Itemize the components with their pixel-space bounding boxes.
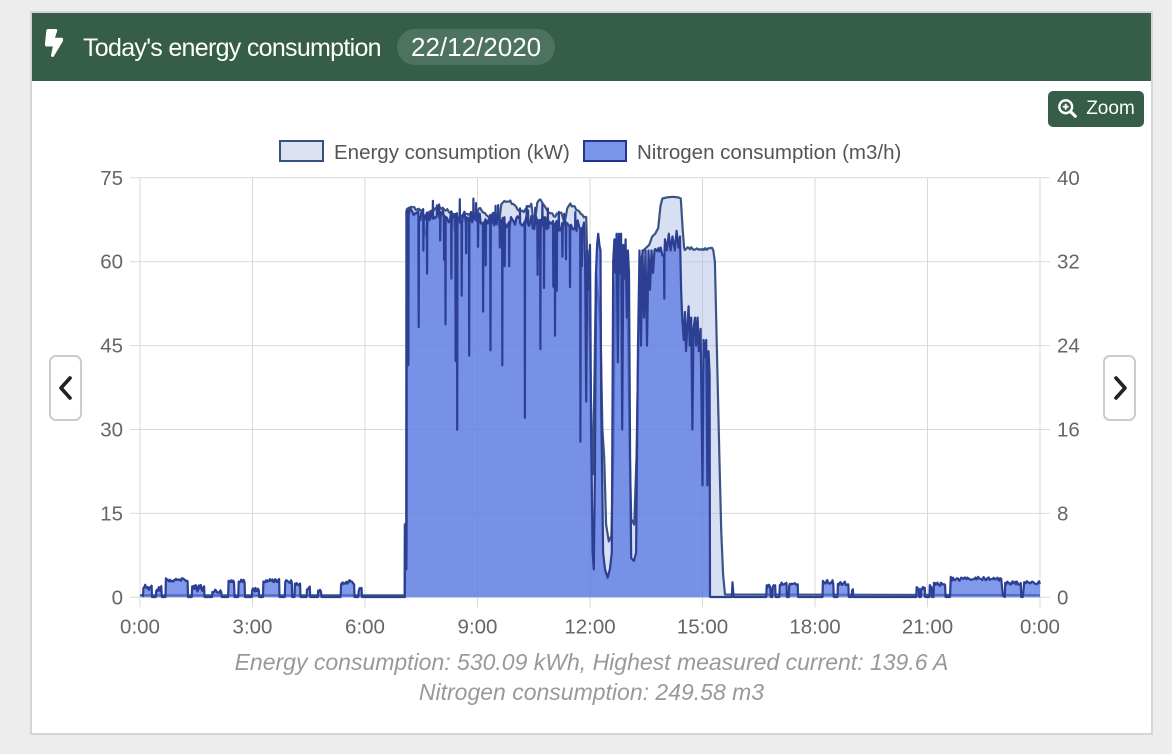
svg-text:0:00: 0:00 bbox=[1020, 616, 1060, 639]
svg-text:0: 0 bbox=[112, 586, 123, 609]
svg-text:75: 75 bbox=[100, 167, 123, 190]
svg-text:0:00: 0:00 bbox=[120, 616, 160, 639]
svg-text:30: 30 bbox=[100, 419, 123, 442]
svg-text:9:00: 9:00 bbox=[458, 616, 498, 639]
svg-text:16: 16 bbox=[1057, 419, 1080, 442]
svg-text:8: 8 bbox=[1057, 502, 1068, 525]
svg-text:18:00: 18:00 bbox=[789, 616, 840, 639]
svg-text:24: 24 bbox=[1057, 335, 1080, 358]
svg-text:32: 32 bbox=[1057, 251, 1080, 274]
svg-text:40: 40 bbox=[1057, 167, 1080, 190]
svg-text:3:00: 3:00 bbox=[233, 616, 273, 639]
svg-text:15: 15 bbox=[100, 502, 123, 525]
svg-text:45: 45 bbox=[100, 335, 123, 358]
svg-text:60: 60 bbox=[100, 251, 123, 274]
svg-text:15:00: 15:00 bbox=[677, 616, 728, 639]
svg-text:0: 0 bbox=[1057, 586, 1068, 609]
svg-text:12:00: 12:00 bbox=[564, 616, 615, 639]
svg-text:21:00: 21:00 bbox=[902, 616, 953, 639]
svg-text:6:00: 6:00 bbox=[345, 616, 385, 639]
